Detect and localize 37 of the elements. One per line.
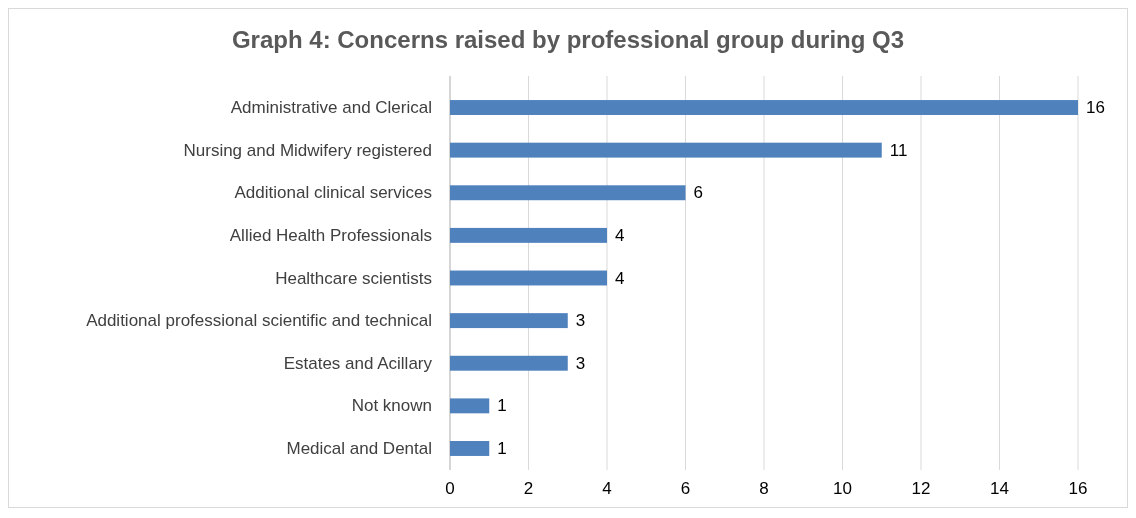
bar [450,313,568,329]
y-tick-label: Healthcare scientists [275,268,432,288]
x-tick-label: 2 [523,479,534,498]
x-tick-label: 4 [602,479,612,498]
data-label: 1 [497,438,507,458]
bar [450,270,607,286]
data-label: 11 [889,140,908,160]
data-label: 6 [693,183,703,203]
x-tick-label: 14 [990,479,1009,498]
data-label: 1 [497,396,507,416]
x-tick-label: 0 [445,479,455,498]
x-tick-label: 16 [1068,479,1088,498]
data-label: 4 [615,225,625,245]
y-tick-label: Additional professional scientific and technical [86,311,432,331]
bar [450,185,686,201]
x-tick-label: 6 [680,479,691,498]
y-tick-label: Not known [351,396,432,416]
x-tick-label: 12 [911,479,931,498]
bar [450,441,490,456]
bar [450,355,568,371]
bar [450,100,1078,115]
y-tick-label: Administrative and Clerical [230,98,432,118]
chart-title: Graph 4: Concerns raised by professional group during Q3 [231,26,905,53]
bar [450,398,490,414]
x-tick-label: 10 [833,479,852,498]
x-tick-label: 8 [759,479,769,498]
bar [450,227,607,243]
bar [450,142,882,158]
y-tick-label: Medical and Dental [286,438,432,458]
y-tick-label: Allied Health Professionals [229,225,432,245]
data-label: 3 [575,311,586,331]
data-label: 3 [575,353,586,373]
data-label: 16 [1086,98,1105,118]
data-label: 4 [615,268,625,288]
y-tick-label: Additional clinical services [234,183,432,203]
y-tick-label: Nursing and Midwifery registered [183,140,432,160]
y-tick-label: Estates and Acillary [283,353,433,373]
